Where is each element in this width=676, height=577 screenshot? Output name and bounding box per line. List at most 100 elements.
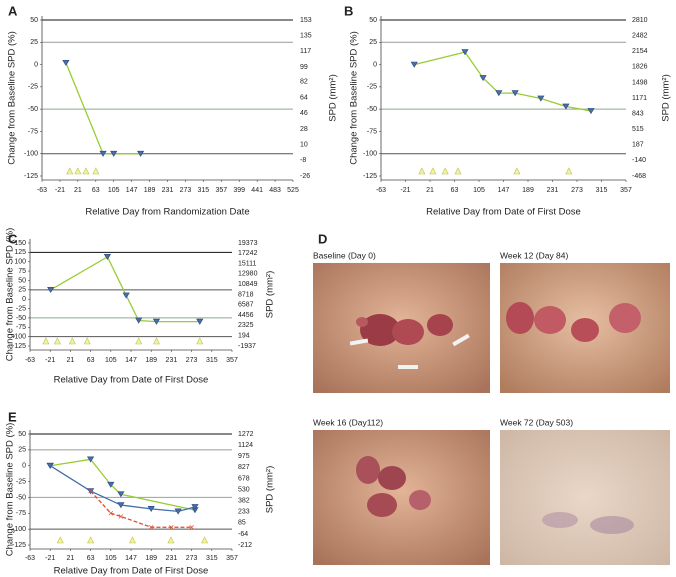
x-tick-label: -63: [25, 357, 35, 364]
y2-tick-label: 10: [300, 141, 308, 148]
x-tick-label: 315: [206, 555, 218, 562]
y2-tick-label: 843: [632, 110, 644, 117]
x-tick-label: 105: [108, 187, 120, 194]
x-tick-label: 21: [67, 555, 75, 562]
y-axis-label: Change from Baseline SPD (%): [349, 31, 360, 165]
photo: [313, 430, 490, 565]
x-tick-label: -63: [37, 187, 47, 194]
y-tick-label: 50: [18, 431, 26, 438]
x-tick-label: 21: [426, 187, 434, 194]
y2-tick-label: 194: [238, 333, 250, 340]
y-tick-label: -100: [24, 151, 38, 158]
dose-marker: [42, 337, 50, 345]
series-line: [49, 465, 196, 513]
series-line: [90, 490, 192, 528]
x-tick-label: 357: [215, 187, 227, 194]
dose-marker: [429, 167, 437, 175]
x-tick-label: 315: [198, 187, 210, 194]
panel-label: D: [318, 231, 327, 246]
dose-marker: [135, 337, 143, 345]
y2-tick-label: 233: [238, 509, 250, 516]
y2-tick-label: 1826: [632, 64, 648, 71]
data-point: [537, 95, 545, 102]
dose-marker: [66, 167, 74, 175]
x-tick-label: 147: [125, 357, 137, 364]
x-tick-label: 105: [105, 357, 117, 364]
y-axis-label: Change from Baseline SPD (%): [5, 228, 16, 362]
y-tick-label: -100: [12, 333, 26, 340]
y2-tick-label: 4456: [238, 312, 254, 319]
y2-tick-label: -8: [300, 157, 306, 164]
y-axis-label: Change from Baseline SPD (%): [5, 423, 16, 557]
y2-tick-label: 827: [238, 464, 250, 471]
y-tick-label: 0: [34, 61, 38, 68]
y2-tick-label: 12980: [238, 271, 258, 278]
x-tick-label: 105: [473, 187, 485, 194]
y-tick-label: -50: [16, 315, 26, 322]
data-point: [103, 254, 112, 261]
y2-tick-label: 8718: [238, 291, 254, 298]
data-point: [152, 318, 161, 325]
x-axis-label: Relative Day from Date of First Dose: [54, 566, 209, 577]
dose-marker: [68, 337, 76, 345]
data-point: [174, 508, 182, 515]
y2-tick-label: -64: [238, 531, 248, 538]
data-point: [189, 524, 194, 530]
x-tick-label: 273: [180, 187, 192, 194]
panel-label: A: [8, 3, 18, 18]
x-tick-label: 357: [226, 357, 238, 364]
dose-marker: [565, 167, 573, 175]
y-tick-label: -125: [12, 343, 26, 350]
y-tick-label: 50: [30, 17, 38, 24]
dose-marker: [201, 536, 209, 544]
data-point: [107, 481, 115, 488]
x-tick-label: 63: [92, 187, 100, 194]
dose-marker: [53, 337, 61, 345]
x-tick-label: 231: [162, 187, 174, 194]
dose-marker: [454, 167, 462, 175]
dose-marker: [167, 536, 175, 544]
y2-tick-label: 64: [300, 94, 308, 101]
photo: [500, 263, 670, 393]
y2-tick-label: 530: [238, 486, 250, 493]
x-tick-label: 483: [269, 187, 281, 194]
y2-tick-label: 85: [238, 520, 246, 527]
y2-tick-label: 515: [632, 126, 644, 133]
y-tick-label: -75: [16, 510, 26, 517]
dose-marker: [83, 337, 91, 345]
series-line: [65, 62, 141, 155]
x-tick-label: 315: [596, 187, 608, 194]
x-axis-label: Relative Day from Randomization Date: [85, 207, 249, 218]
y-tick-label: -75: [367, 128, 377, 135]
y-tick-label: -125: [12, 542, 26, 549]
x-tick-label: 147: [125, 555, 137, 562]
y-tick-label: -25: [16, 478, 26, 485]
y-tick-label: 50: [369, 17, 377, 24]
y-tick-label: 25: [369, 39, 377, 46]
y2-tick-label: 46: [300, 110, 308, 117]
x-tick-label: 189: [144, 187, 156, 194]
data-point: [191, 504, 199, 511]
y-tick-label: -75: [28, 128, 38, 135]
data-point: [461, 49, 469, 56]
y2-tick-label: 382: [238, 497, 250, 504]
dose-marker: [87, 536, 95, 544]
dose-marker: [128, 536, 136, 544]
y-tick-label: -75: [16, 324, 26, 331]
y2-tick-label: 975: [238, 453, 250, 460]
y2-tick-label: 82: [300, 79, 308, 86]
y-tick-label: 25: [18, 447, 26, 454]
data-point: [147, 505, 155, 513]
y2-tick-label: 28: [300, 126, 308, 133]
y2-tick-label: 99: [300, 64, 308, 71]
data-point: [122, 292, 130, 299]
y2-tick-label: 187: [632, 142, 644, 149]
x-tick-label: -21: [400, 187, 410, 194]
panel-label: E: [8, 409, 17, 424]
y2-axis-label: SPD (mm²): [265, 271, 276, 319]
x-tick-label: -21: [45, 555, 55, 562]
x-tick-label: 231: [166, 555, 178, 562]
x-tick-label: 273: [186, 357, 198, 364]
x-tick-label: 441: [251, 187, 263, 194]
dose-marker: [153, 337, 160, 345]
